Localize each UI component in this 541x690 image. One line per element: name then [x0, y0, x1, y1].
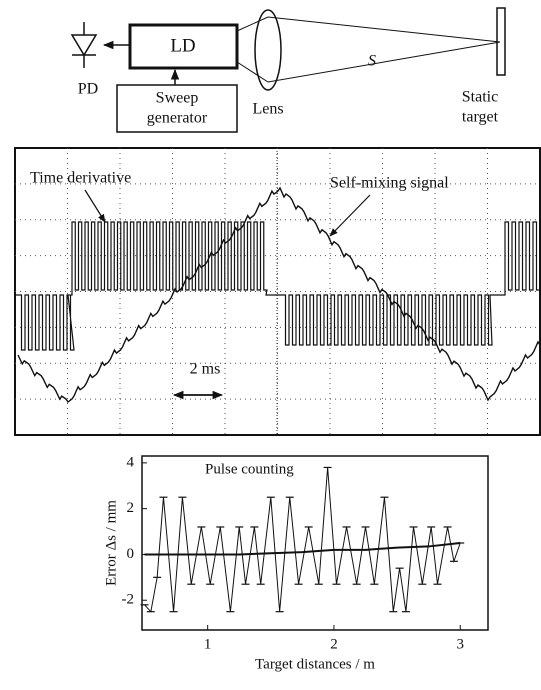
label: PD	[78, 81, 98, 98]
series-label: Pulse counting	[205, 461, 294, 477]
label: S	[368, 53, 376, 70]
oscilloscope	[15, 148, 540, 435]
x-tick-label: 2	[330, 636, 338, 652]
label: target	[462, 109, 499, 126]
label: generator	[147, 110, 208, 127]
x-tick-label: 3	[456, 636, 464, 652]
error-chart: -2 0 2 4 1 2 3 Target distances / m Error Δs / m…	[103, 454, 488, 672]
lens	[255, 10, 281, 90]
beam	[237, 17, 500, 82]
y-tick-label: 0	[127, 546, 135, 562]
series-line	[145, 543, 461, 554]
label: 2 ms	[190, 361, 221, 378]
label: Sweep	[156, 90, 199, 107]
x-axis-label: Target distances / m	[255, 656, 375, 672]
pd-symbol	[72, 22, 96, 68]
y-tick-label: 4	[127, 454, 135, 470]
y-tick-label: 2	[127, 500, 135, 516]
label: Time derivative	[30, 170, 131, 187]
y-tick-label: -2	[122, 592, 135, 608]
setup-diagram	[72, 8, 505, 132]
label: Self-mixing signal	[330, 175, 449, 192]
plot-frame	[142, 456, 488, 630]
series-line	[145, 467, 461, 611]
label: Static	[462, 89, 498, 106]
x-tick-label: 1	[204, 636, 212, 652]
label: LD	[170, 35, 195, 56]
figure: PD LD Sweep generator Lens S Static targ…	[0, 0, 541, 685]
label: Lens	[252, 101, 283, 118]
y-axis-label: Error Δs / mm	[103, 500, 119, 586]
